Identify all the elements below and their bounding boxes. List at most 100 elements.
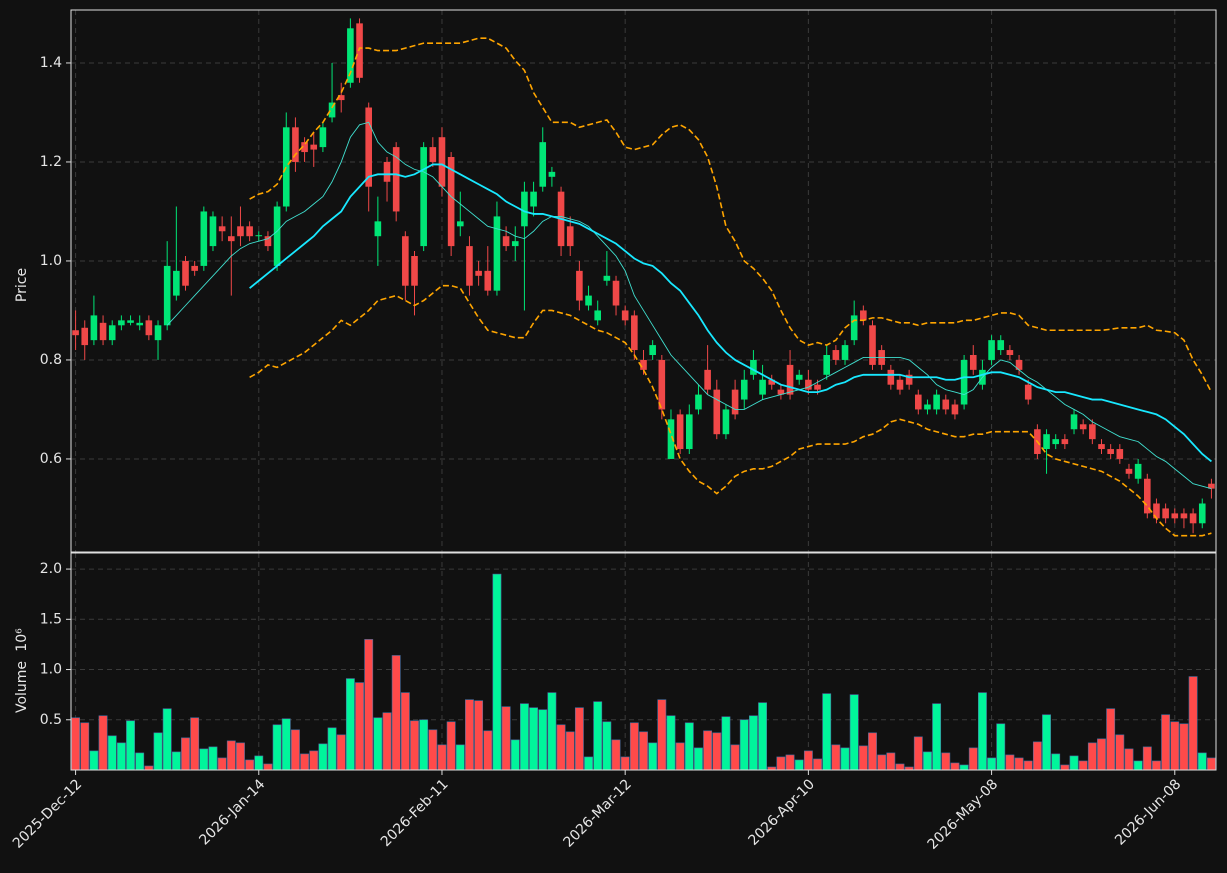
volume-bar: [116, 742, 126, 771]
candle-body: [466, 246, 473, 286]
candle-body: [392, 147, 400, 212]
volume-bar: [666, 715, 676, 771]
volume-bar: [89, 750, 99, 771]
candle-body: [640, 359, 647, 370]
volume-bar: [785, 754, 795, 771]
volume-bar: [162, 708, 172, 771]
candle-body: [246, 226, 253, 237]
y-tick-label: 0.5: [40, 712, 62, 728]
volume-bar: [364, 639, 374, 771]
indicator-line: [249, 284, 1212, 537]
y-tick-label: 1.2: [40, 154, 62, 170]
volume-bar: [574, 707, 584, 771]
volume-bar: [290, 729, 300, 771]
candle-body: [942, 399, 950, 410]
candle-body: [493, 216, 501, 291]
candle-body: [841, 345, 849, 360]
candle-body: [237, 226, 244, 237]
candle-body: [118, 320, 125, 326]
candle-body: [154, 325, 162, 341]
candle-body: [530, 191, 537, 207]
volume-bar: [593, 701, 603, 771]
volume-bar: [694, 747, 703, 771]
candle-body: [924, 404, 931, 410]
volume-bar: [730, 744, 740, 771]
candle-body: [676, 414, 684, 450]
candle-body: [1134, 463, 1142, 479]
volume-bar: [171, 751, 181, 771]
volume-bar: [226, 740, 236, 771]
volume-bar: [1014, 757, 1024, 771]
volume-bar: [1124, 748, 1134, 771]
candle-body: [365, 107, 372, 187]
volume-bar: [492, 573, 502, 771]
candle-body: [1171, 513, 1179, 519]
volume-bar: [135, 752, 145, 771]
candle-body: [1189, 513, 1197, 524]
candle-body: [713, 389, 721, 435]
candle-body: [905, 374, 913, 385]
volume-bar: [1170, 721, 1180, 771]
candle-body: [81, 327, 89, 346]
volume-bar: [721, 716, 731, 771]
volume-bar: [1188, 676, 1198, 771]
candle-body: [740, 379, 748, 400]
candle-body: [511, 241, 519, 247]
volume-bar: [437, 744, 447, 771]
candle-body: [1052, 439, 1059, 445]
volume-bar: [996, 723, 1006, 771]
volume-bar: [107, 735, 117, 771]
candle-body: [960, 359, 968, 405]
volume-bar: [822, 693, 832, 771]
candle-body: [1208, 483, 1215, 489]
volume-bar: [501, 706, 511, 771]
volume-bar: [831, 744, 841, 771]
candle-body: [255, 235, 263, 237]
candle-body: [1153, 503, 1160, 519]
y-tick-label: 1.0: [40, 662, 62, 678]
volume-bar: [382, 712, 392, 771]
candle-body: [612, 280, 620, 306]
candle-body: [603, 275, 611, 281]
volume-bar: [941, 752, 951, 771]
volume-bar: [675, 742, 685, 771]
volume-bar: [712, 732, 722, 771]
volume-offset-label: 10⁶: [14, 628, 30, 652]
candle-body: [228, 236, 235, 242]
volume-bar: [126, 720, 135, 771]
volume-bar: [1133, 760, 1143, 771]
candle-body: [200, 211, 208, 266]
candle-body: [108, 325, 116, 341]
volume-bar: [391, 655, 401, 771]
volume-bar: [977, 692, 987, 771]
volume-bar: [1069, 755, 1079, 771]
volume-bar: [584, 756, 593, 771]
volume-bar: [639, 731, 648, 771]
volume-bar: [565, 731, 575, 771]
volume-bar: [1152, 760, 1161, 771]
volume-bar: [547, 692, 557, 771]
volume-bar: [98, 715, 108, 771]
volume-bar: [923, 751, 932, 771]
volume-bar: [355, 682, 364, 771]
candle-body: [1043, 434, 1050, 450]
candle-body: [429, 147, 437, 162]
volume-bar: [803, 750, 813, 771]
candle-body: [704, 369, 711, 390]
volume-bar: [968, 747, 978, 771]
candle-body: [521, 191, 528, 227]
candle-body: [1024, 384, 1032, 400]
candle-body: [310, 144, 318, 150]
candle-body: [686, 414, 693, 450]
candle-body: [722, 409, 730, 435]
volume-bar: [1023, 760, 1033, 771]
candle-body: [145, 320, 153, 336]
candle-body: [750, 359, 757, 375]
candle-body: [896, 379, 904, 390]
candle-body: [805, 379, 812, 390]
volume-bar: [446, 721, 456, 771]
volume-bar: [254, 755, 264, 771]
candle-body: [548, 171, 556, 177]
volume-bar: [794, 759, 804, 771]
